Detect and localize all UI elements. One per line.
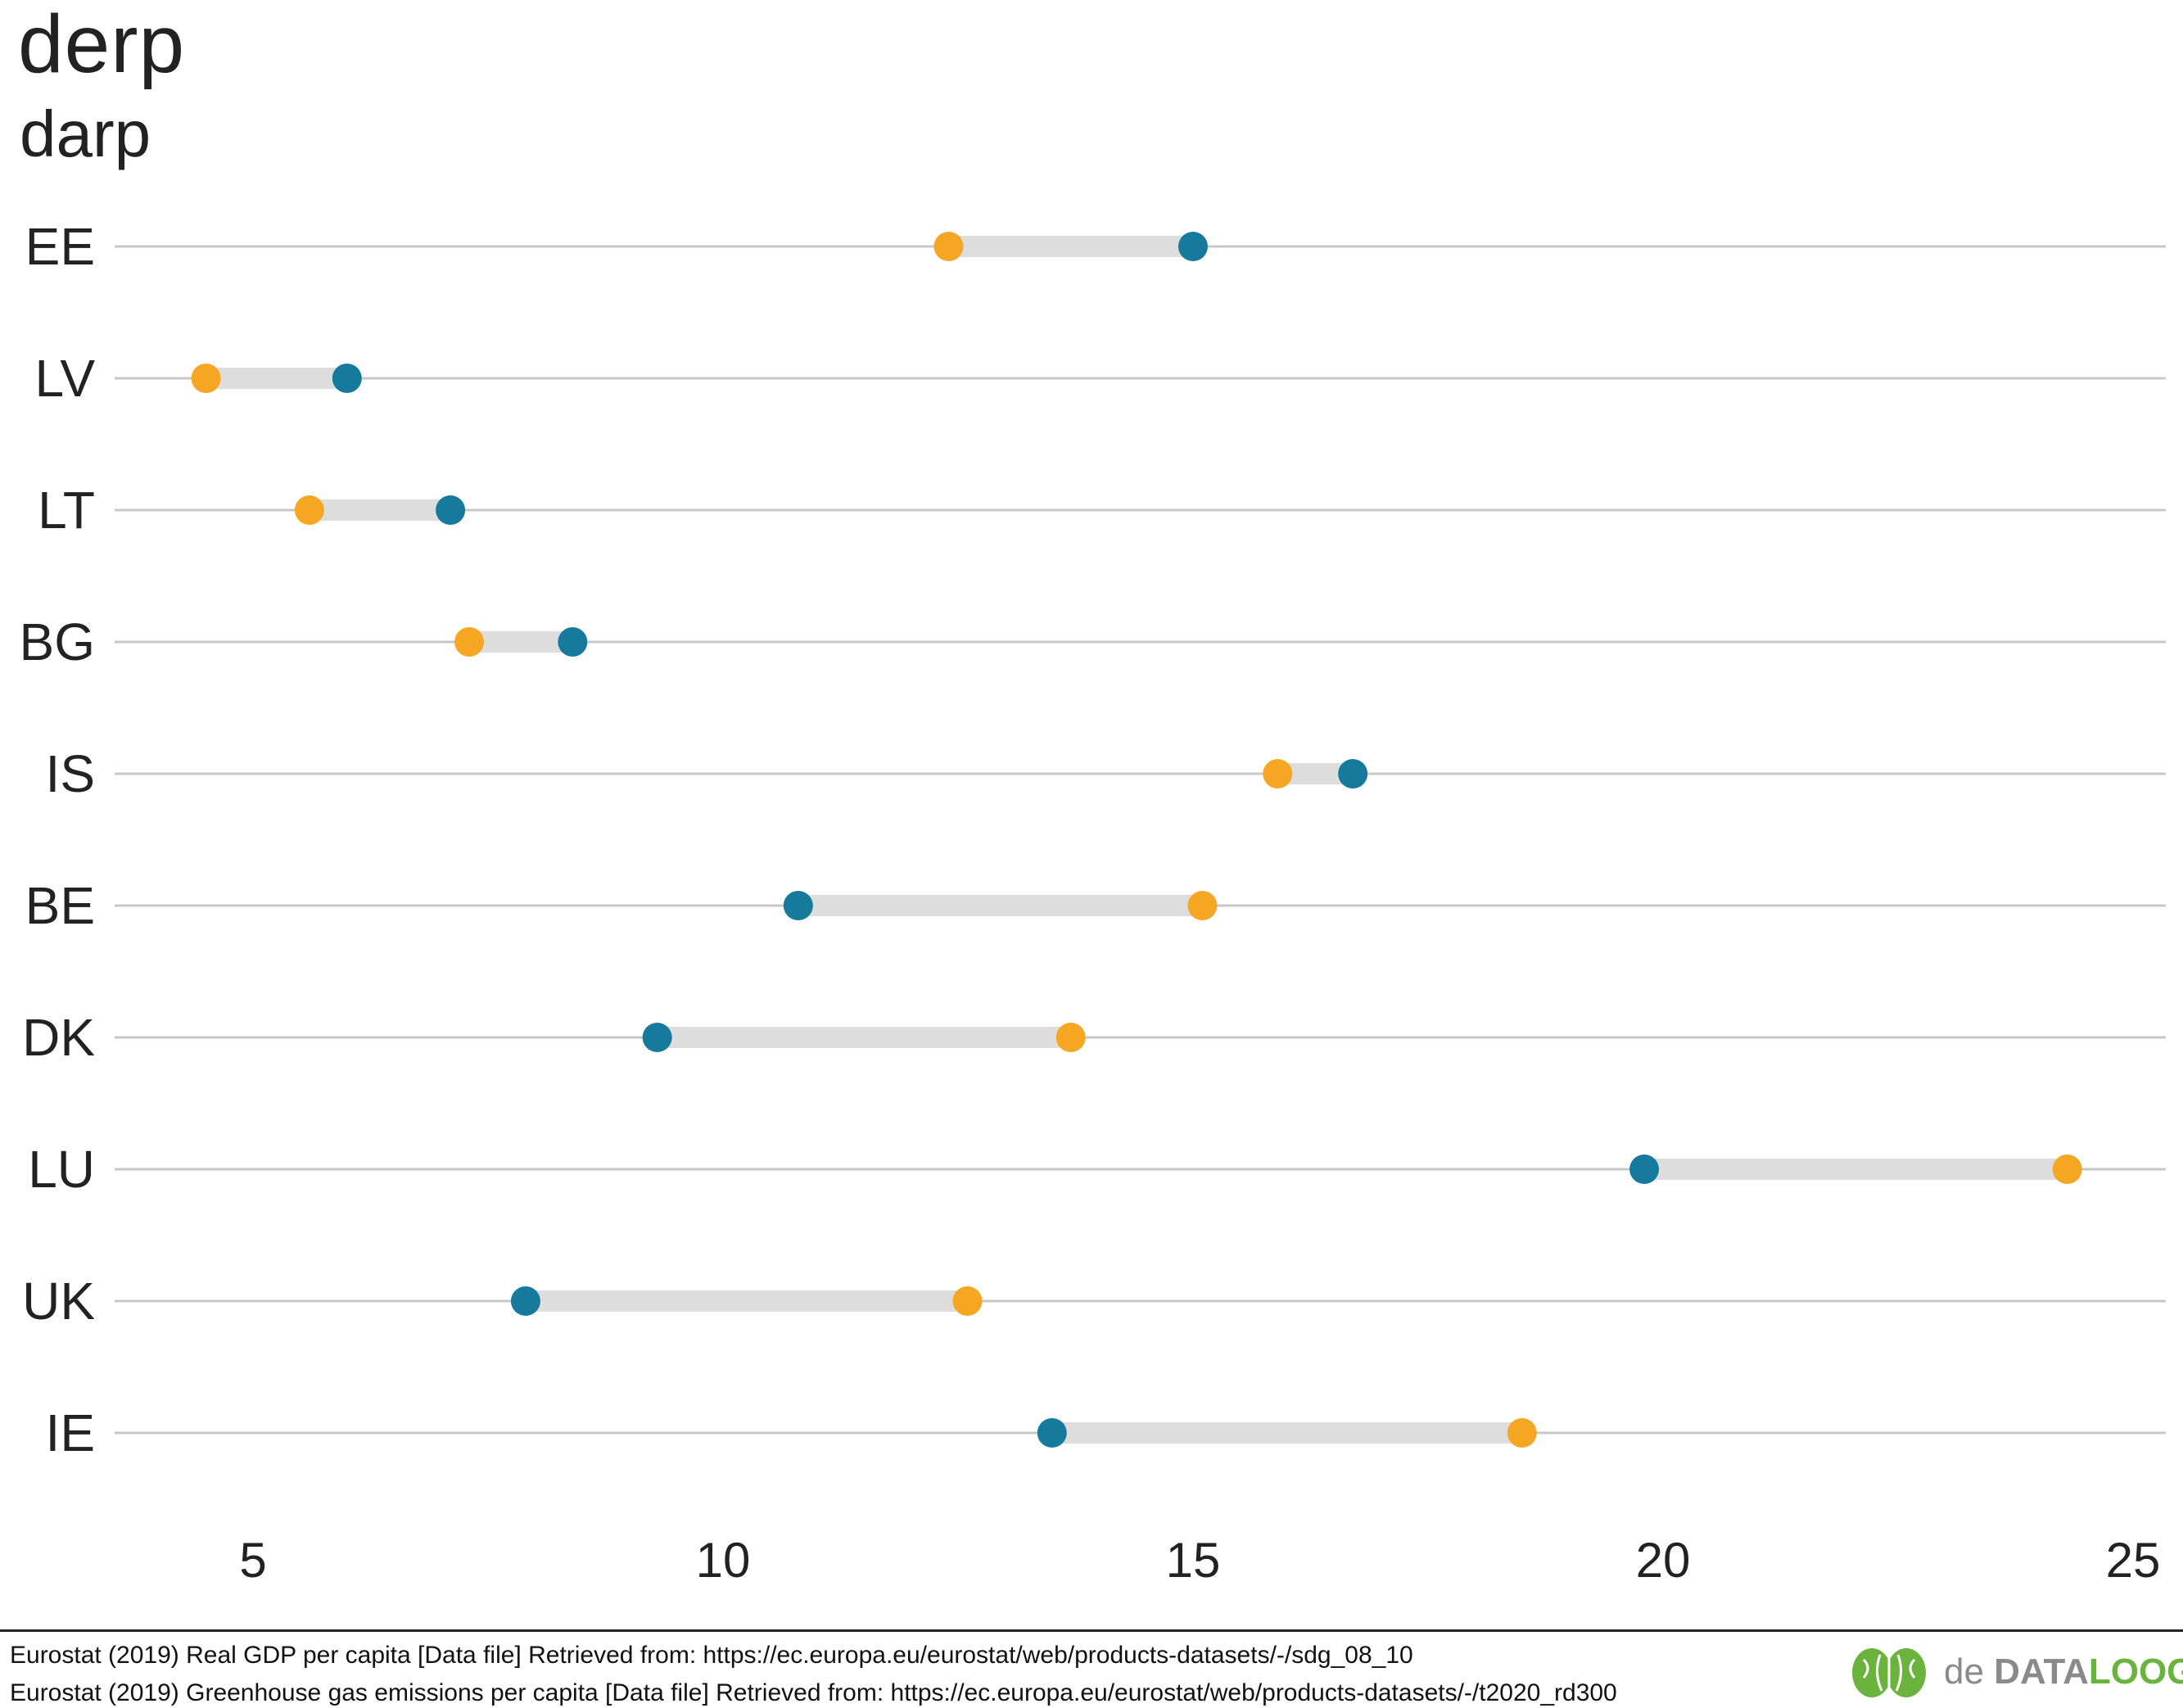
chart-subtitle: darp — [20, 97, 151, 170]
y-label-lv: LV — [34, 349, 95, 408]
point-ee-series2 — [1178, 232, 1208, 261]
footer: Eurostat (2019) Real GDP per capita [Dat… — [0, 1629, 2183, 1708]
y-label-ie: IE — [46, 1403, 95, 1462]
x-tick-5: 5 — [239, 1533, 266, 1588]
point-lu-series1 — [2052, 1154, 2082, 1184]
point-lu-series2 — [1629, 1154, 1660, 1184]
x-tick-15: 15 — [1166, 1533, 1221, 1588]
y-label-ee: EE — [25, 217, 95, 276]
y-label-be: BE — [25, 876, 95, 935]
y-label-is: IS — [46, 744, 95, 803]
point-is-series1 — [1263, 759, 1293, 788]
x-axis-labels: 5 10 15 20 25 — [239, 1533, 2160, 1588]
point-ee-series1 — [933, 232, 964, 261]
y-label-lu: LU — [28, 1140, 95, 1199]
dedataloog-logo: de DATALOOG — [1849, 1643, 2183, 1701]
point-bg-series2 — [558, 627, 588, 657]
x-tick-10: 10 — [696, 1533, 751, 1588]
y-label-lt: LT — [38, 481, 95, 540]
point-lt-series1 — [294, 495, 324, 525]
point-dk-series2 — [642, 1023, 672, 1052]
y-axis-labels: EE LV LT BG IS BE DK LU UK IE — [20, 217, 96, 1462]
x-tick-20: 20 — [1636, 1533, 1691, 1588]
point-bg-series1 — [454, 627, 485, 657]
x-tick-25: 25 — [2106, 1533, 2161, 1588]
source-line-1: Eurostat (2019) Real GDP per capita [Dat… — [10, 1642, 1413, 1669]
point-uk-series1 — [952, 1286, 983, 1316]
point-be-series1 — [1187, 891, 1218, 920]
point-ie-series2 — [1037, 1418, 1067, 1448]
point-lv-series2 — [332, 364, 362, 393]
point-dk-series1 — [1055, 1023, 1086, 1052]
y-label-dk: DK — [22, 1008, 95, 1067]
brain-icon — [1852, 1648, 1926, 1697]
point-ie-series1 — [1507, 1418, 1537, 1448]
point-lv-series1 — [191, 364, 221, 393]
chart-title: derp — [18, 0, 186, 90]
data-points — [191, 232, 2082, 1448]
source-line-2: Eurostat (2019) Greenhouse gas emissions… — [10, 1679, 1617, 1706]
gridlines — [115, 245, 2166, 1435]
point-lt-series2 — [436, 495, 466, 525]
y-label-bg: BG — [20, 612, 95, 671]
point-uk-series2 — [510, 1286, 540, 1316]
point-be-series2 — [783, 891, 813, 920]
dumbbell-chart: EE LV LT BG IS BE DK LU UK IE 5 10 15 20 25 — [20, 217, 2166, 1588]
point-is-series2 — [1338, 759, 1368, 788]
y-label-uk: UK — [22, 1272, 95, 1331]
segments — [206, 236, 2068, 1444]
logo-wordmark: de DATALOOG — [1944, 1652, 2183, 1692]
